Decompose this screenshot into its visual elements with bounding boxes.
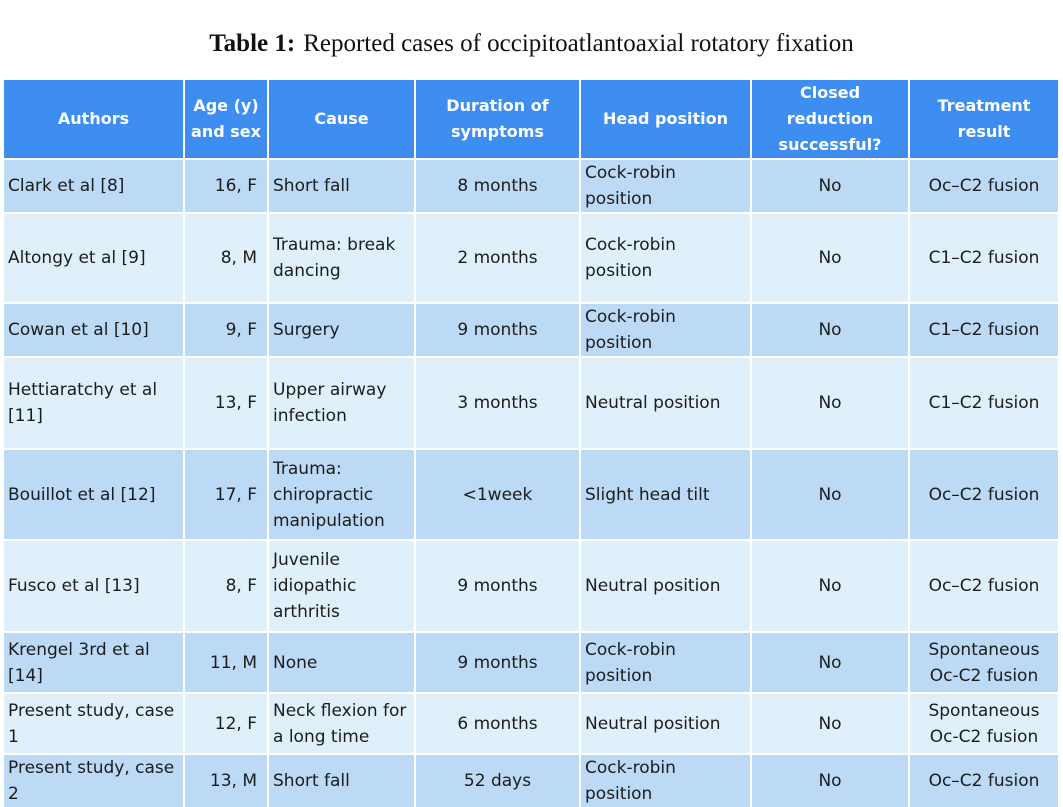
cell-age-sex: 8, F [185, 539, 269, 631]
cell-age-sex: 9, F [185, 302, 269, 356]
cell-cause: None [269, 631, 416, 692]
cell-treatment: Oc–C2 fusion [910, 158, 1058, 212]
table-row: Clark et al [8] 16, F Short fall 8 month… [4, 158, 1058, 212]
table-row: Present study, case 2 13, M Short fall 5… [4, 753, 1058, 807]
cell-closed-reduction: No [752, 631, 910, 692]
cell-closed-reduction: No [752, 448, 910, 539]
cell-duration: 6 months [416, 692, 581, 753]
table-row: Bouillot et al [12] 17, F Trauma: chirop… [4, 448, 1058, 539]
cell-authors: Cowan et al [10] [4, 302, 185, 356]
cell-treatment: Oc–C2 fusion [910, 539, 1058, 631]
header-cause: Cause [269, 80, 416, 158]
cell-closed-reduction: No [752, 212, 910, 302]
cell-head-position: Cock-robin position [581, 631, 752, 692]
cell-age-sex: 12, F [185, 692, 269, 753]
cell-age-sex: 11, M [185, 631, 269, 692]
cell-authors: Krengel 3rd et al [14] [4, 631, 185, 692]
cell-closed-reduction: No [752, 356, 910, 448]
cell-cause: Neck flexion for a long time [269, 692, 416, 753]
cell-cause: Juvenile idiopathic arthritis [269, 539, 416, 631]
cell-head-position: Neutral position [581, 356, 752, 448]
cell-duration: 9 months [416, 631, 581, 692]
cell-closed-reduction: No [752, 302, 910, 356]
cell-head-position: Cock-robin position [581, 302, 752, 356]
table-row: Fusco et al [13] 8, F Juvenile idiopathi… [4, 539, 1058, 631]
cell-treatment: Spontaneous Oc-C2 fusion [910, 631, 1058, 692]
table-row: Present study, case 1 12, F Neck flexion… [4, 692, 1058, 753]
cell-authors: Altongy et al [9] [4, 212, 185, 302]
table-row: Altongy et al [9] 8, M Trauma: break dan… [4, 212, 1058, 302]
cell-cause: Surgery [269, 302, 416, 356]
header-closed-reduction: Closed reduction successful? [752, 80, 910, 158]
table-caption: Table 1: Reported cases of occipitoatlant… [0, 30, 1063, 58]
header-row: Authors Age (y) and sex Cause Duration o… [4, 80, 1058, 158]
cell-closed-reduction: No [752, 158, 910, 212]
cell-duration: 2 months [416, 212, 581, 302]
cell-duration: 9 months [416, 539, 581, 631]
cell-age-sex: 16, F [185, 158, 269, 212]
cell-treatment: C1–C2 fusion [910, 302, 1058, 356]
cell-age-sex: 8, M [185, 212, 269, 302]
cell-duration: 3 months [416, 356, 581, 448]
cell-authors: Hettiaratchy et al [11] [4, 356, 185, 448]
cases-table: Authors Age (y) and sex Cause Duration o… [4, 80, 1058, 807]
cell-age-sex: 13, F [185, 356, 269, 448]
cell-cause: Upper airway infection [269, 356, 416, 448]
cell-head-position: Neutral position [581, 539, 752, 631]
cell-treatment: C1–C2 fusion [910, 212, 1058, 302]
cell-duration: 9 months [416, 302, 581, 356]
cell-authors: Fusco et al [13] [4, 539, 185, 631]
cell-authors: Bouillot et al [12] [4, 448, 185, 539]
header-head-position: Head position [581, 80, 752, 158]
header-duration: Duration of symptoms [416, 80, 581, 158]
table-title: Reported cases of occipitoatlantoaxial r… [303, 30, 854, 57]
cell-treatment: C1–C2 fusion [910, 356, 1058, 448]
cell-treatment: Oc–C2 fusion [910, 753, 1058, 807]
table-label: Table 1: [209, 30, 296, 57]
cell-age-sex: 17, F [185, 448, 269, 539]
table-row: Hettiaratchy et al [11] 13, F Upper airw… [4, 356, 1058, 448]
cell-head-position: Slight head tilt [581, 448, 752, 539]
header-age-sex: Age (y) and sex [185, 80, 269, 158]
cell-authors: Clark et al [8] [4, 158, 185, 212]
cell-duration: 52 days [416, 753, 581, 807]
cell-authors: Present study, case 2 [4, 753, 185, 807]
header-treatment: Treatment result [910, 80, 1058, 158]
cell-closed-reduction: No [752, 692, 910, 753]
cell-duration: <1week [416, 448, 581, 539]
cell-treatment: Oc–C2 fusion [910, 448, 1058, 539]
table-row: Cowan et al [10] 9, F Surgery 9 months C… [4, 302, 1058, 356]
header-authors: Authors [4, 80, 185, 158]
cell-closed-reduction: No [752, 539, 910, 631]
cell-head-position: Cock-robin position [581, 212, 752, 302]
cell-cause: Trauma: chiropractic manipulation [269, 448, 416, 539]
cell-head-position: Cock-robin position [581, 753, 752, 807]
cell-authors: Present study, case 1 [4, 692, 185, 753]
cell-closed-reduction: No [752, 753, 910, 807]
cell-duration: 8 months [416, 158, 581, 212]
cell-head-position: Neutral position [581, 692, 752, 753]
cell-cause: Short fall [269, 753, 416, 807]
cell-treatment: Spontaneous Oc-C2 fusion [910, 692, 1058, 753]
cell-age-sex: 13, M [185, 753, 269, 807]
cell-cause: Trauma: break dancing [269, 212, 416, 302]
cell-head-position: Cock-robin position [581, 158, 752, 212]
table-row: Krengel 3rd et al [14] 11, M None 9 mont… [4, 631, 1058, 692]
cell-cause: Short fall [269, 158, 416, 212]
